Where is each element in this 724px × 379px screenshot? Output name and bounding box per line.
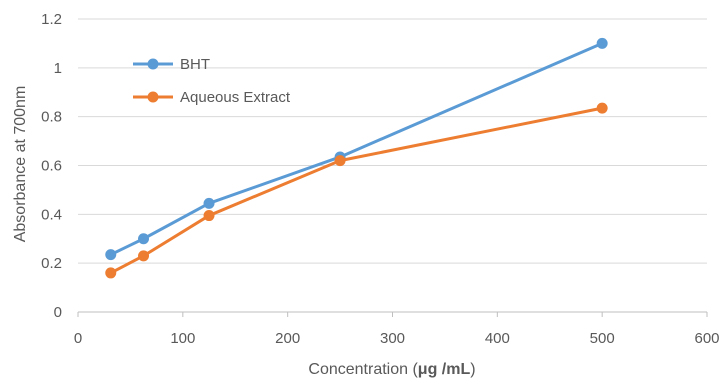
data-point [105,249,117,261]
legend-label: Aqueous Extract [180,89,291,106]
y-axis-title: Absorbance at 700nm [12,86,29,243]
data-point [203,197,215,209]
x-axis-title: Concentration (μg /mL) [308,361,475,378]
legend-entry: Aqueous Extract [133,89,291,106]
y-tick-label: 1 [54,60,62,77]
data-point [334,155,346,167]
series-group [105,37,608,279]
y-tick-label: 0.2 [41,255,62,272]
legend-entry: BHT [133,56,210,73]
x-tick-label: 500 [590,330,615,347]
series-line [110,106,603,275]
x-tick-label: 300 [380,330,405,347]
legend-label: BHT [180,56,210,73]
legend-marker [147,58,159,70]
x-tick-label: 100 [170,330,195,347]
tick-labels: 0 0.2 0.4 0.6 0.8 1 1.2 0 100 200 300 400 500 600 [41,11,719,347]
y-tick-label: 0.4 [41,206,62,223]
data-point [596,37,608,49]
x-tick-label: 0 [74,330,82,347]
y-tick-label: 1.2 [41,11,62,28]
data-point [596,102,608,114]
y-tick-label: 0.6 [41,158,62,175]
data-point [138,250,150,262]
y-tick-label: 0.8 [41,109,62,126]
x-tick-label: 400 [485,330,510,347]
series-aqueous-extract [105,102,608,279]
data-point [138,233,150,245]
data-point [203,210,215,222]
gridlines [78,18,707,264]
series-line [110,42,603,256]
axes [77,311,708,317]
legend: BHT Aqueous Extract [133,56,291,106]
y-tick-label: 0 [54,304,62,321]
x-tick-label: 200 [275,330,300,347]
legend-marker [147,91,159,103]
data-point [105,267,117,279]
x-tick-label: 600 [694,330,719,347]
